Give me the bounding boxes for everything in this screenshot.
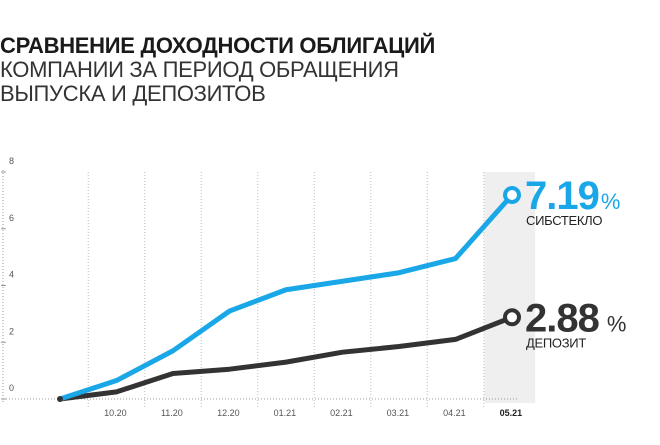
x-tick-label: 02.21 [330, 408, 353, 418]
end-marker-sibsteklo [503, 185, 521, 204]
y-tick-label: 2 [9, 326, 14, 336]
title-line-3: ВЫПУСКА И ДЕПОЗИТОВ [0, 81, 266, 106]
end-value-depozit: 2.88 [525, 296, 600, 340]
x-tick-label: 03.21 [387, 408, 410, 418]
y-tick-label: 8 [9, 156, 14, 166]
x-tick-label: 12.20 [217, 408, 240, 418]
y-tick-label: 0 [9, 383, 14, 393]
y-tick-label: 6 [9, 213, 14, 223]
x-tick-label: 04.21 [443, 408, 466, 418]
series-label-sibsteklo: СИБСТЕКЛО [526, 213, 602, 228]
x-tick-label: 10.20 [104, 408, 127, 418]
end-value-sibsteklo: 7.19 [525, 174, 599, 218]
end-unit-sibsteklo: % [601, 189, 621, 214]
end-unit-depozit: % [607, 311, 627, 336]
x-tick-label: 11.20 [161, 408, 183, 418]
x-tick-label: 01.21 [274, 408, 297, 418]
x-tick-label: 05.21 [500, 408, 523, 418]
highlight-column [484, 172, 536, 403]
title-line-1: СРАВНЕНИЕ ДОХОДНОСТИ ОБЛИГАЦИЙ [0, 33, 435, 58]
end-marker-depozit [503, 308, 521, 327]
title-line-2: КОМПАНИИ ЗА ПЕРИОД ОБРАЩЕНИЯ [0, 57, 399, 82]
y-tick-label: 4 [9, 270, 14, 280]
start-point [57, 396, 63, 402]
series-line-depozit [57, 314, 515, 402]
series-line-sibsteklo [57, 192, 515, 402]
series-label-depozit: ДЕПОЗИТ [526, 335, 586, 350]
chart-title: СРАВНЕНИЕ ДОХОДНОСТИ ОБЛИГАЦИЙ КОМПАНИИ … [0, 34, 600, 106]
